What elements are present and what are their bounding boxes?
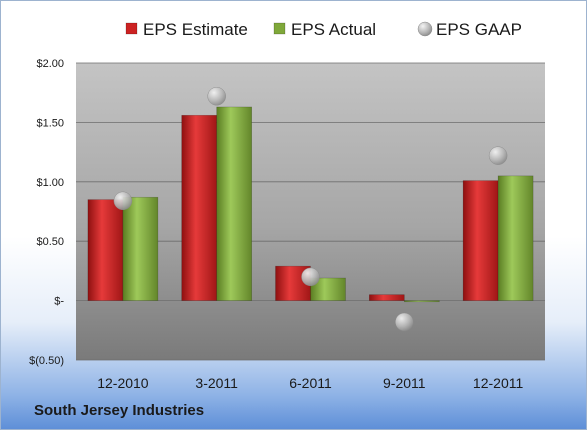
y-tick-label: $1.00 bbox=[36, 177, 64, 189]
y-tick-label: $(0.50) bbox=[29, 355, 64, 367]
company-name: South Jersey Industries bbox=[34, 402, 205, 419]
y-tick-label: $1.50 bbox=[36, 117, 64, 129]
eps-actual-bar bbox=[310, 277, 346, 301]
x-tick-label: 12-2010 bbox=[97, 375, 149, 391]
eps-gaap-legend-label: EPS GAAP bbox=[436, 20, 522, 39]
eps-estimate-bar bbox=[181, 114, 217, 301]
eps-gaap-point bbox=[395, 312, 414, 332]
x-tick-label: 3-2011 bbox=[195, 375, 238, 391]
eps-actual-legend-label: EPS Actual bbox=[291, 20, 376, 39]
eps-actual-bar bbox=[216, 106, 252, 301]
eps-gaap-point bbox=[488, 146, 508, 165]
eps-estimate-bar bbox=[462, 180, 499, 301]
eps-gaap-legend-swatch bbox=[417, 21, 433, 37]
x-tick-label: 9-2011 bbox=[383, 375, 426, 391]
eps-actual-legend-swatch bbox=[273, 22, 286, 35]
y-tick-label: $- bbox=[54, 296, 64, 308]
y-tick-label: $2.00 bbox=[36, 58, 64, 70]
x-tick-label: 12-2011 bbox=[473, 375, 524, 391]
eps-actual-bar bbox=[122, 196, 159, 301]
eps-actual-bar bbox=[403, 300, 440, 303]
eps-estimate-bar bbox=[87, 199, 124, 301]
eps-gaap-point bbox=[301, 267, 320, 287]
y-tick-label: $0.50 bbox=[36, 236, 64, 248]
eps-gaap-point bbox=[207, 87, 226, 106]
eps-estimate-legend-label: EPS Estimate bbox=[143, 20, 248, 39]
eps-estimate-bar bbox=[368, 294, 405, 301]
eps-estimate-legend-swatch bbox=[125, 22, 138, 35]
eps-actual-bar bbox=[497, 175, 534, 301]
x-tick-label: 6-2011 bbox=[289, 375, 332, 391]
eps-gaap-point bbox=[113, 191, 133, 211]
